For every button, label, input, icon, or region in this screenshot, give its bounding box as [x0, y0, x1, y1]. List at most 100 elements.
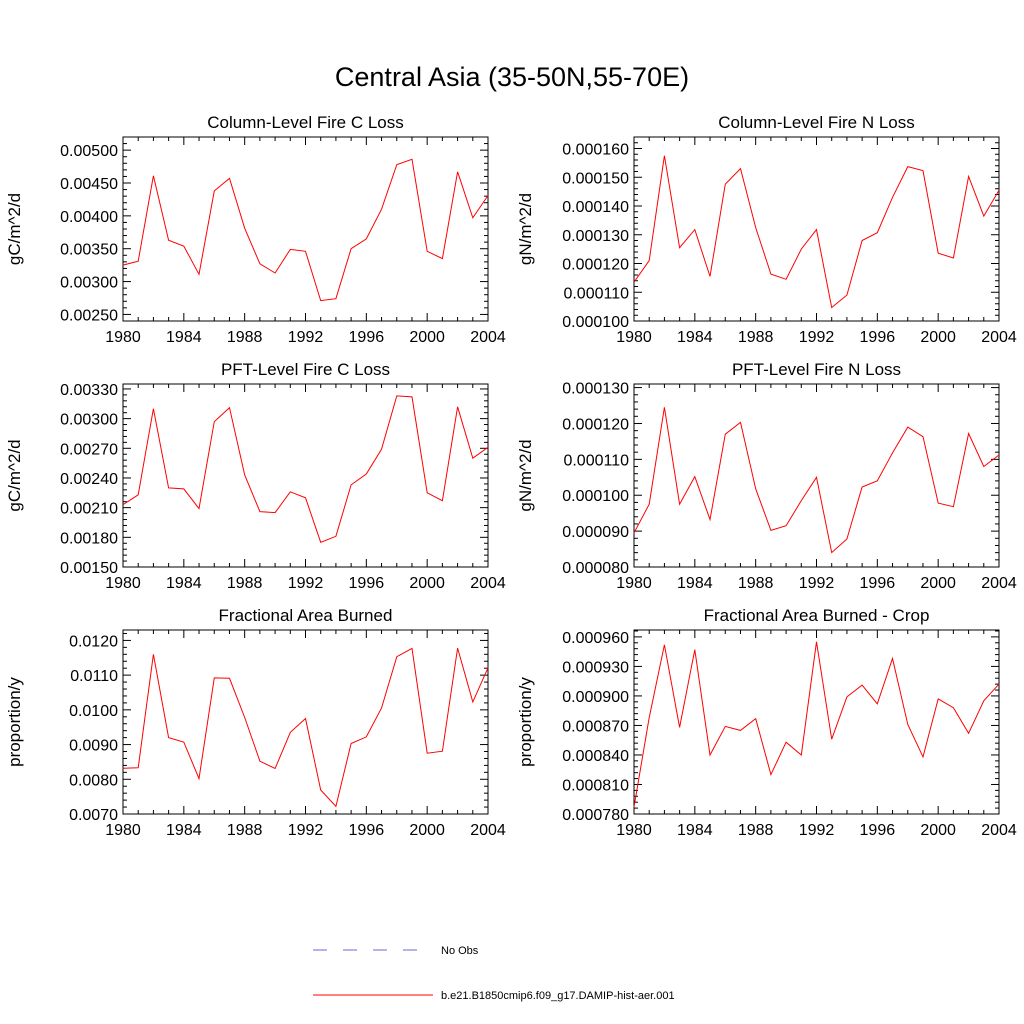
series-line: [122, 158, 489, 302]
x-tick-label: 1980: [616, 329, 652, 346]
x-tick-label: 2004: [470, 329, 506, 346]
series-line: [633, 155, 1000, 309]
y-tick-label: 0.0110: [70, 668, 118, 685]
panel-title: PFT-Level Fire C Loss: [221, 360, 390, 379]
panel-6: Fractional Area Burned - Crop proportion/…: [516, 606, 1017, 839]
y-tick-label: 0.00240: [60, 471, 118, 488]
plot-frame: [633, 629, 1000, 815]
x-tick-label: 2000: [920, 575, 956, 592]
x-tick-label: 1984: [166, 575, 202, 592]
x-tick-label: 1980: [105, 575, 141, 592]
x-tick-label: 1984: [677, 822, 713, 839]
y-tick-label: 0.000810: [562, 777, 629, 794]
y-tick-label: 0.00250: [60, 307, 118, 324]
y-tick-label: 0.0120: [69, 633, 118, 650]
x-tick-label: 1980: [616, 822, 652, 839]
y-tick-label: 0.000110: [563, 452, 629, 469]
x-tick-label: 2000: [920, 329, 956, 346]
y-tick-label: 0.000080: [562, 560, 629, 577]
x-tick-label: 2000: [409, 575, 445, 592]
chart-panels: Column-Level Fire C Loss gC/m^2/d 1980 1984…: [5, 113, 1017, 839]
x-tick-label: 1980: [105, 329, 141, 346]
y-tick-label: 0.00270: [60, 441, 118, 458]
panel-title: Fractional Area Burned: [219, 606, 393, 625]
y-tick-label: 0.0100: [69, 703, 118, 720]
y-tick-label: 0.000160: [562, 142, 629, 159]
x-tick-label: 1988: [227, 822, 263, 839]
x-tick-label: 1980: [105, 822, 141, 839]
y-tick-label: 0.00330: [60, 382, 118, 399]
x-tick-label: 1996: [860, 329, 896, 346]
x-tick-label: 2004: [981, 822, 1017, 839]
x-tick-label: 1992: [799, 575, 835, 592]
x-tick-label: 1996: [860, 575, 896, 592]
panel-title: Column-Level Fire N Loss: [718, 113, 915, 132]
y-axis-label: gN/m^2/d: [516, 193, 535, 265]
y-tick-label: 0.0090: [69, 738, 118, 755]
plot-frame: [122, 383, 489, 568]
legend-model-label: b.e21.B1850cmip6.f09_g17.DAMIP-hist-aer.…: [441, 990, 675, 1002]
panel-4: PFT-Level Fire N Loss gN/m^2/d 1980 1984 198…: [516, 360, 1017, 592]
x-tick-label: 1992: [799, 822, 835, 839]
y-tick-label: 0.0080: [69, 772, 118, 789]
panel-2: Column-Level Fire N Loss gN/m^2/d 1980 1984…: [516, 113, 1017, 346]
x-tick-label: 1996: [349, 329, 385, 346]
x-tick-label: 2000: [409, 329, 445, 346]
x-tick-label: 2004: [470, 575, 506, 592]
y-tick-label: 0.00300: [60, 275, 118, 292]
panel-1: Column-Level Fire C Loss gC/m^2/d 1980 1984…: [5, 113, 506, 346]
y-tick-label: 0.00150: [60, 560, 118, 577]
x-tick-label: 1992: [799, 329, 835, 346]
y-tick-label: 0.000100: [562, 488, 629, 505]
x-tick-label: 1988: [738, 329, 774, 346]
x-tick-label: 1992: [288, 822, 324, 839]
plot-frame: [122, 136, 489, 322]
series-line: [633, 407, 1000, 554]
y-tick-label: 0.00400: [60, 209, 118, 226]
x-tick-label: 1996: [349, 575, 385, 592]
y-tick-label: 0.000130: [562, 381, 629, 398]
x-tick-label: 1996: [349, 822, 385, 839]
y-tick-label: 0.000120: [562, 257, 629, 274]
x-tick-label: 2004: [981, 329, 1017, 346]
series-line: [633, 641, 1000, 808]
y-tick-label: 0.000140: [562, 199, 629, 216]
y-tick-label: 0.000090: [562, 524, 629, 541]
panel-title: Fractional Area Burned - Crop: [704, 606, 930, 625]
x-tick-label: 1988: [738, 822, 774, 839]
y-tick-label: 0.000100: [562, 314, 629, 331]
y-axis-label: gC/m^2/d: [5, 193, 24, 265]
x-tick-label: 1988: [738, 575, 774, 592]
series-line: [122, 647, 489, 808]
y-tick-label: 0.0070: [69, 807, 118, 824]
x-tick-label: 1984: [166, 329, 202, 346]
x-tick-label: 2000: [409, 822, 445, 839]
legend-obs-label: No Obs: [441, 945, 479, 957]
y-tick-label: 0.00450: [60, 176, 118, 193]
y-tick-label: 0.000840: [562, 748, 629, 765]
y-tick-label: 0.00500: [60, 143, 118, 160]
y-tick-label: 0.000780: [562, 807, 629, 824]
x-tick-label: 2004: [981, 575, 1017, 592]
series-line: [122, 395, 489, 543]
y-axis-label: proportion/y: [516, 677, 535, 767]
x-tick-label: 1984: [677, 575, 713, 592]
x-tick-label: 1988: [227, 575, 263, 592]
panel-title: PFT-Level Fire N Loss: [732, 360, 901, 379]
y-tick-label: 0.00300: [60, 412, 118, 429]
panel-title: Column-Level Fire C Loss: [207, 113, 404, 132]
x-tick-label: 1992: [288, 575, 324, 592]
x-tick-label: 1984: [677, 329, 713, 346]
x-tick-label: 2000: [920, 822, 956, 839]
y-tick-label: 0.000110: [563, 285, 629, 302]
y-tick-label: 0.000150: [562, 170, 629, 187]
x-tick-label: 2004: [470, 822, 506, 839]
x-tick-label: 1984: [166, 822, 202, 839]
x-tick-label: 1980: [616, 575, 652, 592]
plot-frame: [122, 629, 489, 815]
plot-frame: [633, 383, 1000, 568]
y-tick-label: 0.000900: [562, 689, 629, 706]
panel-5: Fractional Area Burned proportion/y 1980 19…: [5, 606, 506, 839]
y-tick-label: 0.000960: [562, 630, 629, 647]
